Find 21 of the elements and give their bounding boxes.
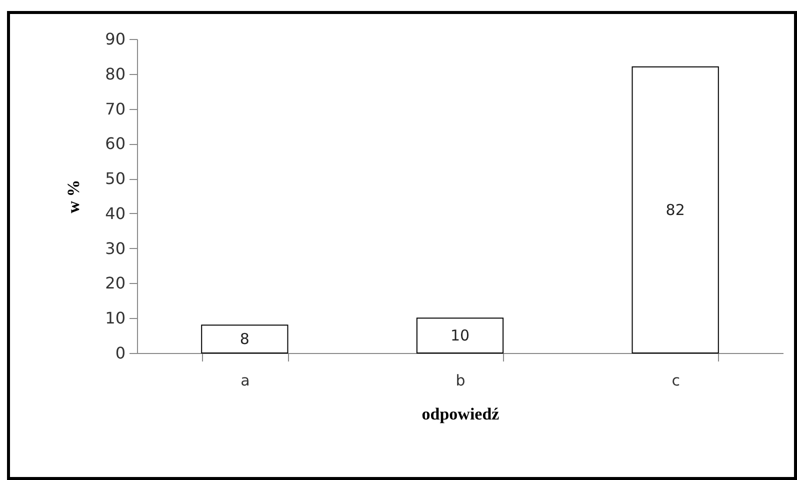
y-tick-label: 10 bbox=[105, 308, 126, 328]
data-label: 10 bbox=[450, 326, 470, 345]
x-tick-label: c bbox=[672, 372, 680, 390]
bar bbox=[201, 324, 288, 354]
bar bbox=[632, 66, 719, 354]
y-tick-label: 30 bbox=[105, 238, 126, 258]
data-label: 82 bbox=[666, 200, 685, 219]
data-label: 8 bbox=[240, 330, 250, 348]
bar bbox=[416, 318, 504, 354]
y-tick-label: 60 bbox=[105, 134, 126, 154]
x-tick-label: b bbox=[456, 372, 466, 390]
y-tick-label: 80 bbox=[105, 64, 126, 84]
y-tick-label: 50 bbox=[105, 169, 126, 188]
y-tick-label: 20 bbox=[105, 274, 126, 293]
y-tick-label: 90 bbox=[105, 30, 126, 48]
y-tick-label: 40 bbox=[105, 204, 126, 223]
y-tick-label: 0 bbox=[115, 344, 126, 362]
y-axis-title: w % bbox=[64, 180, 84, 214]
x-axis-title: odpowiedź bbox=[422, 404, 500, 424]
x-tick-label: a bbox=[240, 372, 250, 390]
y-tick-label: 70 bbox=[105, 99, 126, 118]
